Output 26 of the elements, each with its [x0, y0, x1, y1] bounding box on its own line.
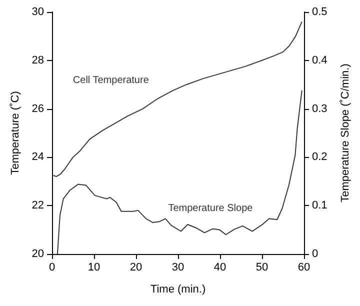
x-tick-label: 0 [48, 262, 56, 274]
x-tick-label: 10 [88, 262, 100, 274]
y2-tick-label: 0.5 [312, 6, 328, 18]
y-tick-label: 26 [32, 102, 44, 115]
y2-tick-label: 0.4 [312, 54, 328, 66]
y-tick-label: 22 [32, 200, 44, 212]
line-series [56, 90, 302, 254]
y2-axis-title: Temperature Slope (˚C/min.) [340, 64, 352, 202]
series-label: Cell Temperature [72, 75, 150, 86]
series-label: Temperature Slope [168, 203, 254, 214]
y2-tick-label: 0.2 [312, 151, 328, 164]
y2-tick-label: 0 [312, 248, 318, 260]
x-tick-label: 60 [298, 262, 310, 274]
y-tick-label: 30 [32, 6, 44, 18]
x-tick-label: 20 [130, 262, 142, 274]
y2-tick-label: 0.3 [312, 102, 328, 115]
x-tick-label: 40 [214, 262, 226, 274]
x-tick-label: 50 [256, 262, 268, 274]
line-series [52, 21, 302, 178]
x-axis-title: Time (min.) [150, 284, 206, 296]
y-tick-label: 28 [32, 54, 44, 66]
y2-tick-label: 0.1 [312, 200, 328, 212]
y-tick-label: 24 [32, 151, 44, 164]
y-axis-title: Temperature (˚C) [9, 91, 22, 175]
y-tick-label: 20 [32, 248, 44, 260]
x-tick-label: 30 [172, 262, 184, 274]
